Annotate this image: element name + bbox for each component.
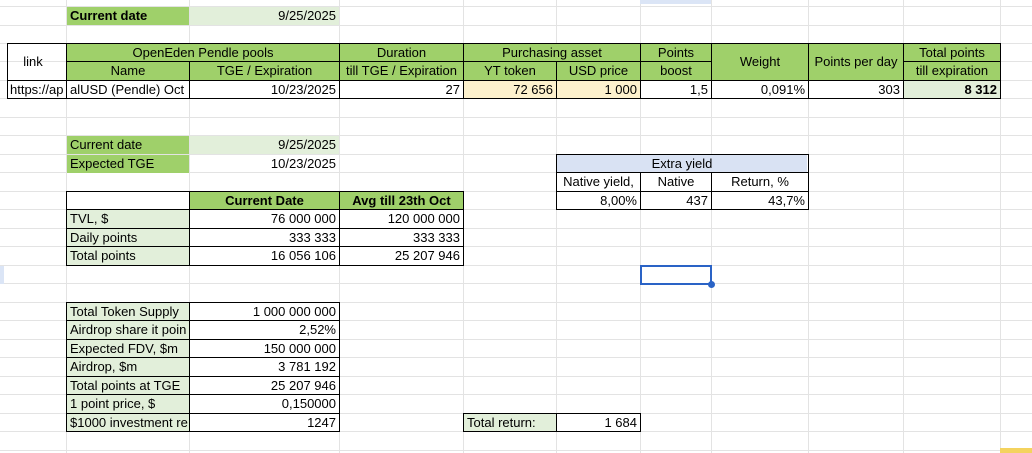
cell-calc-value-6[interactable]: 1247 xyxy=(307,415,336,430)
cell-total-points-v1[interactable]: 16 056 106 xyxy=(270,248,336,263)
cell-total-return-label[interactable]: Total return: xyxy=(464,414,556,432)
cell-points-header-2[interactable]: boost xyxy=(641,62,711,80)
cell-total-header-2[interactable]: till expiration xyxy=(904,62,1000,80)
cell-calc-label-1[interactable]: Airdrop share it poin xyxy=(67,321,189,339)
cell-calc-label-5[interactable]: 1 point price, $ xyxy=(67,395,189,413)
cell-extra-yield-v1[interactable]: 8,00% xyxy=(600,193,637,208)
cell-tge-header[interactable]: TGE / Expiration xyxy=(190,62,339,80)
cell-dates-tge-value[interactable]: 10/23/2025 xyxy=(270,156,336,171)
cell-purchasing-header[interactable]: Purchasing asset xyxy=(464,44,640,62)
cell-dates-tge-label[interactable]: Expected TGE xyxy=(67,155,189,173)
cell-name-header[interactable]: Name xyxy=(67,62,189,80)
cell-calc-label-3[interactable]: Airdrop, $m xyxy=(67,358,189,376)
cell-extra-yield-h3[interactable]: Return, % xyxy=(731,174,789,189)
cell-calc-label-4[interactable]: Total points at TGE xyxy=(67,377,189,395)
cell-tvl-col1-header[interactable]: Current Date xyxy=(190,192,339,210)
cell-duration-header-2[interactable]: till TGE / Expiration xyxy=(340,62,463,80)
cell-highlight-fragment xyxy=(1000,448,1032,453)
cell-calc-value-3[interactable]: 3 781 192 xyxy=(278,359,336,374)
cell-current-date-value[interactable]: 9/25/2025 xyxy=(190,7,339,25)
cell-extra-yield-h2[interactable]: Native xyxy=(657,174,695,189)
cell-tvl-v1[interactable]: 76 000 000 xyxy=(270,211,336,226)
cell-extra-yield-v2[interactable]: 437 xyxy=(686,193,708,208)
cell-daily-points-label[interactable]: Daily points xyxy=(67,229,189,247)
cell-pool-duration[interactable]: 27 xyxy=(445,82,460,97)
cell-tvl-col2-header[interactable]: Avg till 23th Oct xyxy=(340,192,463,210)
cell-pool-total[interactable]: 8 312 xyxy=(904,81,1000,99)
cell-current-date-label[interactable]: Current date xyxy=(67,7,189,25)
cell-tvl-v2[interactable]: 120 000 000 xyxy=(387,211,460,226)
cell-link-header[interactable]: link xyxy=(23,54,43,69)
fill-handle[interactable] xyxy=(708,281,715,288)
cell-pool-boost[interactable]: 1,5 xyxy=(689,82,708,97)
cell-calc-label-6[interactable]: $1000 investment re xyxy=(67,414,189,432)
cell-calc-value-1[interactable]: 2,52% xyxy=(299,322,336,337)
cell-pool-usd[interactable]: 1 000 xyxy=(557,81,640,99)
cell-pool-tge[interactable]: 10/23/2025 xyxy=(270,82,336,97)
cell-daily-points-v2[interactable]: 333 333 xyxy=(413,230,460,245)
cell-tvl-label[interactable]: TVL, $ xyxy=(67,210,189,228)
cell-weight-header[interactable]: Weight xyxy=(712,44,808,80)
cell-pools-group-header[interactable]: OpenEden Pendle pools xyxy=(67,44,339,62)
cell-calc-label-0[interactable]: Total Token Supply xyxy=(67,303,189,321)
cell-ppd-header[interactable]: Points per day xyxy=(809,44,903,80)
cell-calc-value-4[interactable]: 25 207 946 xyxy=(270,378,336,393)
cell-calc-value-0[interactable]: 1 000 000 000 xyxy=(252,304,336,319)
cell-pool-name[interactable]: alUSD (Pendle) Oct xyxy=(70,82,185,97)
cell-total-points-label[interactable]: Total points xyxy=(67,247,189,265)
cell-dates-current-value[interactable]: 9/25/2025 xyxy=(190,136,339,154)
cell-usd-header[interactable]: USD price xyxy=(557,62,640,80)
cell-extra-yield-v3[interactable]: 43,7% xyxy=(768,193,805,208)
cell-points-header-1[interactable]: Points xyxy=(641,44,711,62)
cell-yt-header[interactable]: YT token xyxy=(464,62,556,80)
cell-pool-ppd[interactable]: 303 xyxy=(878,82,900,97)
cell-calc-value-2[interactable]: 150 000 000 xyxy=(263,341,336,356)
cell-pool-yt[interactable]: 72 656 xyxy=(464,81,556,99)
cell-total-points-v2[interactable]: 25 207 946 xyxy=(394,248,460,263)
cell-dates-current-label[interactable]: Current date xyxy=(67,136,189,154)
cell-extra-yield-title[interactable]: Extra yield xyxy=(557,155,807,173)
cell-pool-weight[interactable]: 0,091% xyxy=(760,82,805,97)
selected-cell[interactable] xyxy=(640,265,712,285)
cell-daily-points-v1[interactable]: 333 333 xyxy=(289,230,336,245)
cell-calc-label-2[interactable]: Expected FDV, $m xyxy=(67,340,189,358)
cell-total-header-1[interactable]: Total points xyxy=(904,44,1000,62)
active-column-indicator xyxy=(640,0,711,4)
active-row-indicator xyxy=(0,266,4,284)
cell-calc-value-5[interactable]: 0,150000 xyxy=(281,396,336,411)
cell-total-return-value[interactable]: 1 684 xyxy=(604,415,637,430)
cell-extra-yield-h1[interactable]: Native yield, xyxy=(563,174,634,189)
cell-link-value[interactable]: https://ap xyxy=(10,82,64,97)
cell-duration-header-1[interactable]: Duration xyxy=(340,44,463,62)
